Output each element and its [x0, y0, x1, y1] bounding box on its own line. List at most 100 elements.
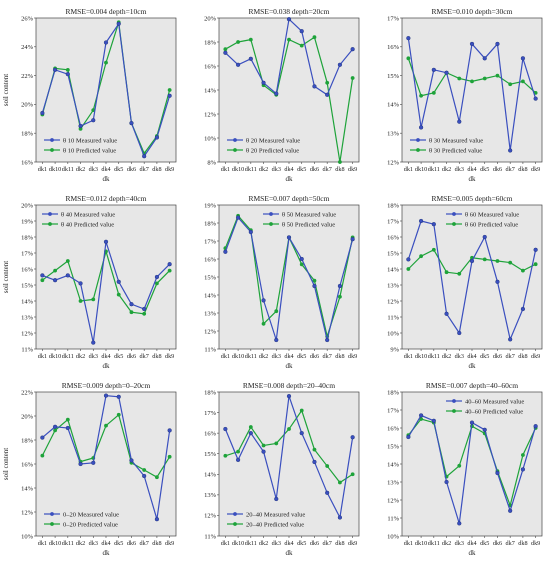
legend-label: θ 10 Measured value [63, 137, 117, 144]
x-tick-label: dk2 [259, 353, 268, 360]
y-tick-label: 10% [387, 330, 400, 337]
measured-point [533, 424, 538, 429]
x-tick-label: dk8 [335, 353, 344, 360]
x-tick-label: dk10 [415, 166, 427, 173]
x-tick-label: dk5 [480, 166, 489, 173]
x-tick-label: dk2 [76, 540, 85, 547]
x-tick-label: dk4 [467, 540, 476, 547]
x-axis-label: dk [286, 175, 294, 183]
x-tick-label: dk6 [310, 166, 319, 173]
x-tick-label: dk2 [76, 353, 85, 360]
measured-point [444, 70, 449, 75]
measured-point [167, 93, 172, 98]
predicted-point [521, 79, 525, 84]
predicted-point [236, 40, 240, 44]
chart-title: RMSE=0.007 depth=50cm [249, 194, 330, 203]
x-tick-label: dk10 [232, 353, 244, 360]
y-tick-label: 18% [21, 131, 34, 138]
measured-point [103, 393, 109, 398]
measured-point [167, 262, 172, 267]
predicted-point [312, 278, 317, 283]
y-tick-label: 20% [204, 15, 217, 22]
measured-point [223, 249, 228, 254]
measured-point [431, 67, 436, 72]
measured-point [299, 431, 304, 436]
chart-svg: RMSE=0.012 depth=40cm 11% 12% 13% 14% 15% 16% 1… [2, 194, 177, 370]
x-tick-label: dk6 [310, 540, 319, 547]
y-tick-label: 14% [204, 87, 217, 94]
chart-title: RMSE=0.005 depth=60cm [432, 194, 513, 203]
legend-swatch-marker [50, 522, 54, 526]
measured-point [482, 427, 487, 432]
predicted-point [419, 93, 423, 98]
measured-point [457, 521, 462, 526]
x-tick-label: dk6 [493, 166, 502, 173]
measured-point [91, 118, 96, 123]
x-tick-label: dk2 [442, 166, 451, 173]
predicted-point [142, 311, 147, 316]
measured-point [261, 298, 266, 303]
measured-point [418, 218, 424, 224]
x-tick-label: dk9 [531, 540, 540, 547]
x-tick-label: dk4 [101, 353, 110, 360]
predicted-point [508, 82, 513, 87]
y-tick-label: 14% [387, 102, 400, 109]
chart-panel: RMSE=0.007 depth=50cm 11% 12% 13% 14% 15% 16% 1… [183, 189, 366, 375]
predicted-point [312, 35, 317, 40]
x-tick-label: dk3 [272, 166, 281, 173]
measured-point [103, 40, 109, 45]
y-tick-label: 16% [204, 63, 217, 70]
x-tick-label: dk3 [455, 166, 464, 173]
predicted-point [495, 259, 500, 263]
y-tick-label: 15% [387, 250, 400, 257]
x-tick-label: dk6 [310, 353, 319, 360]
measured-point [40, 435, 45, 440]
x-tick-label: dk8 [152, 353, 161, 360]
y-tick-label: 15% [387, 73, 400, 80]
y-tick-label: 16% [387, 234, 400, 241]
x-tick-label: dk3 [89, 353, 98, 360]
y-tick-label: 11% [21, 346, 33, 353]
measured-point [495, 279, 500, 284]
x-tick-label: dk4 [284, 166, 293, 173]
x-tick-label: dk3 [455, 353, 464, 360]
measured-point [248, 431, 253, 436]
x-tick-label: dk1 [404, 353, 413, 360]
chart-svg: RMSE=0.007 depth=50cm 11% 12% 13% 14% 15% 16% 1… [204, 194, 360, 370]
predicted-point [261, 321, 266, 326]
measured-point [116, 21, 121, 26]
measured-point [235, 215, 241, 220]
y-tick-label: 17% [387, 407, 400, 414]
x-tick-label: dk6 [127, 353, 136, 360]
y-tick-label: 16% [21, 266, 34, 273]
predicted-point [533, 262, 538, 267]
legend-swatch-marker [50, 512, 54, 516]
x-tick-label: dk1 [221, 166, 230, 173]
measured-point [274, 91, 279, 96]
x-tick-label: dk7 [323, 353, 332, 360]
y-tick-label: 14% [387, 266, 400, 273]
predicted-point [299, 43, 304, 48]
x-tick-label: dk1 [221, 353, 230, 360]
legend-label: θ 30 Predicted value [429, 147, 482, 154]
chart-svg: RMSE=0.009 depth=0–20cm 10% 12% 14% 16% 18% 20… [2, 381, 177, 557]
measured-point [52, 278, 58, 283]
x-tick-label: dk5 [480, 540, 489, 547]
measured-point [78, 461, 83, 467]
chart-panel: RMSE=0.007 depth=40–60cm 10% 11% 12% 13% 14% 1… [366, 376, 549, 562]
legend-label: 40–60 Measured value [465, 398, 524, 405]
chart-svg: RMSE=0.010 depth=30cm 12% 13% 14% 15% 16% 17% d… [387, 7, 543, 183]
y-tick-label: 18% [387, 389, 400, 396]
y-tick-label: 16% [387, 425, 400, 432]
measured-point [299, 29, 304, 34]
x-tick-label: dk1 [404, 540, 413, 547]
y-tick-label: 20% [21, 202, 34, 209]
chart-panel: RMSE=0.004 depth=10cm 16% 18% 20% 22% 24% 26% d… [0, 2, 183, 188]
x-tick-label: dk5 [297, 353, 306, 360]
y-axis-label: soil content [2, 74, 10, 107]
predicted-point [406, 267, 411, 271]
measured-point [167, 428, 172, 433]
measured-point [103, 239, 109, 244]
chart-title: RMSE=0.009 depth=0–20cm [62, 381, 151, 390]
legend-swatch-marker [269, 212, 273, 216]
